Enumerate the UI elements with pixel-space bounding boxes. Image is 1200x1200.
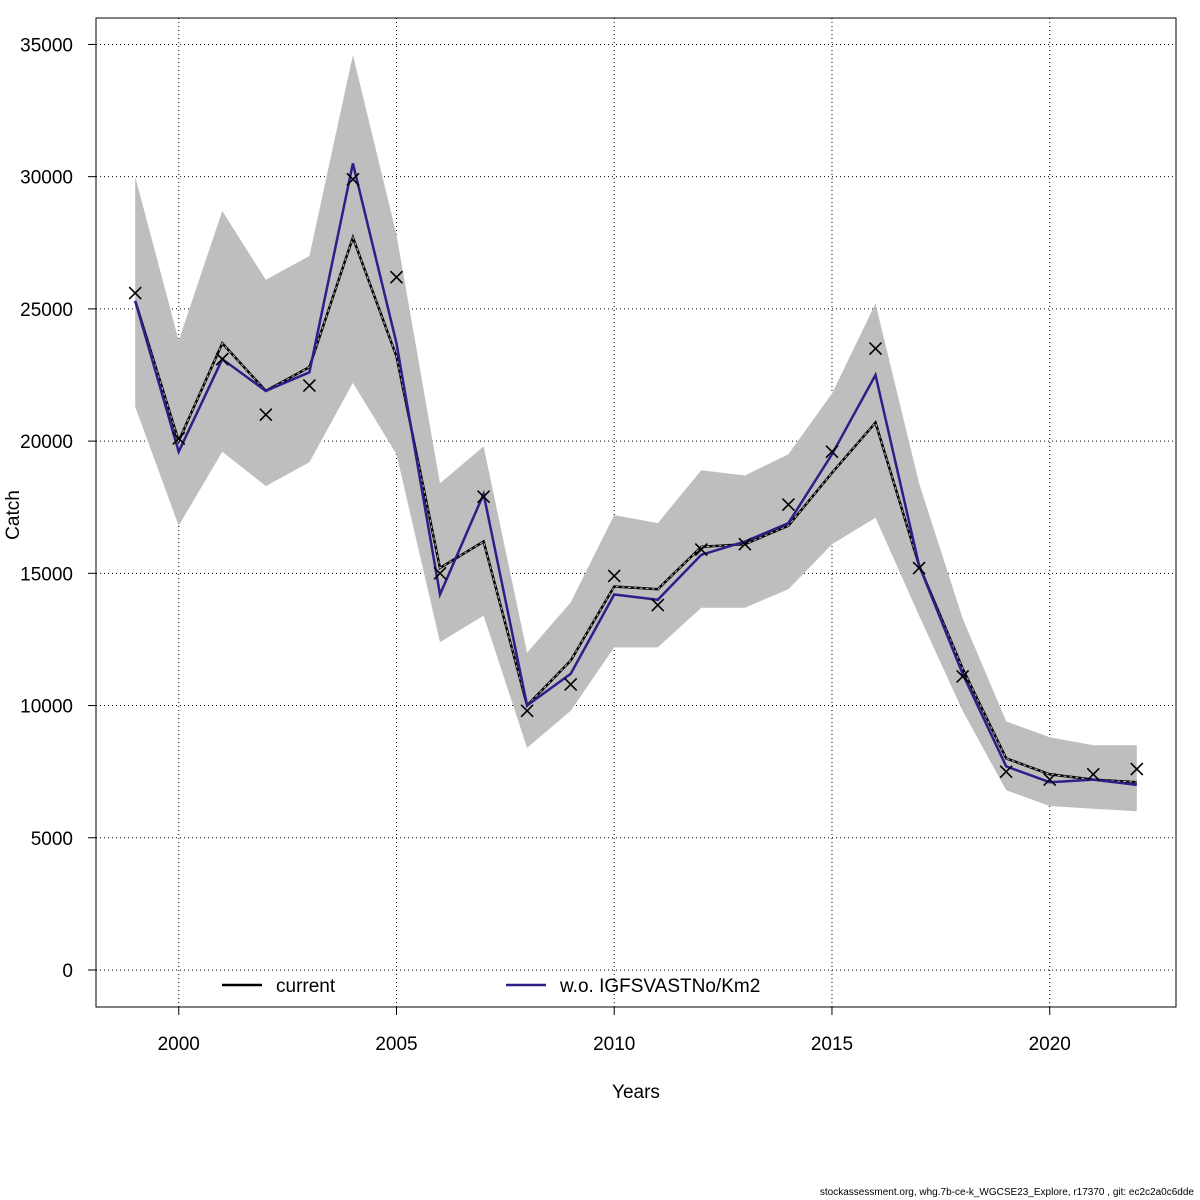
plot-frame [95, 17, 1177, 1008]
observation-point [346, 172, 360, 186]
axes: 2000 2005 2010 2015 2020 0 5000 10000 15000 20000… [20, 17, 1177, 1055]
x-tick-label: 2015 [811, 1034, 853, 1055]
legend-item-wo-igfsvast-label: w.o. IGFSVASTNo/Km2 [559, 976, 760, 997]
x-tick-label: 2005 [375, 1034, 417, 1055]
observation-cross-b [781, 498, 795, 512]
observation-point [128, 286, 142, 300]
y-tick-label: 15000 [20, 564, 73, 585]
observation-cross-b [172, 431, 186, 446]
observation-point [1086, 767, 1100, 781]
observation-point [389, 270, 404, 284]
observation-point [259, 408, 273, 422]
observation-cross-b [128, 286, 142, 300]
observation-point [607, 569, 621, 583]
observation-point [564, 677, 578, 691]
series-line-wo-igfsvast [133, 163, 1137, 787]
confidence-band [135, 55, 1137, 812]
legend-item-current-label: current [276, 976, 336, 997]
observation-point [738, 537, 752, 551]
y-tick-label: 30000 [20, 168, 73, 189]
observation-point [302, 379, 316, 393]
observation-cross-b [564, 677, 578, 691]
y-tick-label: 35000 [20, 35, 73, 56]
observation-cross-b [999, 765, 1013, 779]
observation-cross-b [520, 704, 534, 718]
observation-cross-b [215, 352, 229, 366]
y-tick-label: 0 [62, 961, 73, 982]
observation-cross-b [302, 379, 316, 393]
confidence-band-layer [135, 55, 1137, 812]
observation-cross-b [389, 270, 404, 284]
observation-point [956, 669, 970, 684]
observation-cross-b [738, 537, 752, 551]
observation-cross-b [868, 341, 883, 356]
footer-text: stockassessment.org, whg.7b-ce-k_WGCSE23… [819, 1187, 1194, 1198]
observation-cross-b [259, 408, 273, 422]
observation-point [520, 704, 534, 718]
x-tick-label: 2020 [1029, 1034, 1071, 1055]
observations-layer [128, 172, 1144, 787]
observation-cross-b [346, 172, 360, 186]
observation-point [694, 542, 708, 557]
observation-cross-b [1086, 767, 1100, 781]
observation-point [1043, 773, 1057, 787]
y-tick-label: 10000 [20, 697, 73, 718]
observation-point [1130, 762, 1144, 776]
grid [96, 18, 1176, 1007]
observation-point [825, 445, 839, 459]
observation-point [781, 498, 795, 512]
observation-cross-b [433, 566, 447, 580]
x-axis-title: Years [612, 1082, 660, 1103]
series-layer [133, 163, 1137, 787]
observation-point [868, 341, 883, 356]
observation-point [912, 561, 926, 575]
x-tick-label: 2010 [593, 1034, 635, 1055]
observation-cross-b [477, 490, 491, 504]
y-tick-label: 20000 [20, 432, 73, 453]
observation-cross-b [1043, 773, 1057, 787]
observation-point [477, 490, 491, 504]
legend: current w.o. IGFSVASTNo/Km2 [222, 976, 760, 997]
observation-cross-b [825, 445, 839, 459]
x-tick-label: 2000 [158, 1034, 200, 1055]
y-tick-label: 5000 [31, 829, 73, 850]
observation-point [172, 431, 186, 446]
y-axis-title: Catch [3, 490, 24, 540]
observation-point [215, 352, 229, 366]
observation-cross-b [694, 542, 708, 557]
observation-cross-b [651, 598, 665, 612]
observation-point [999, 765, 1013, 779]
observation-point [651, 598, 665, 612]
observation-cross-b [912, 561, 926, 575]
y-tick-label: 25000 [20, 300, 73, 321]
series-line-current-dashes [134, 235, 1137, 783]
observation-cross-b [607, 569, 621, 583]
observation-cross-b [1130, 762, 1144, 776]
observation-cross-b [956, 669, 970, 684]
observation-point [433, 566, 447, 580]
